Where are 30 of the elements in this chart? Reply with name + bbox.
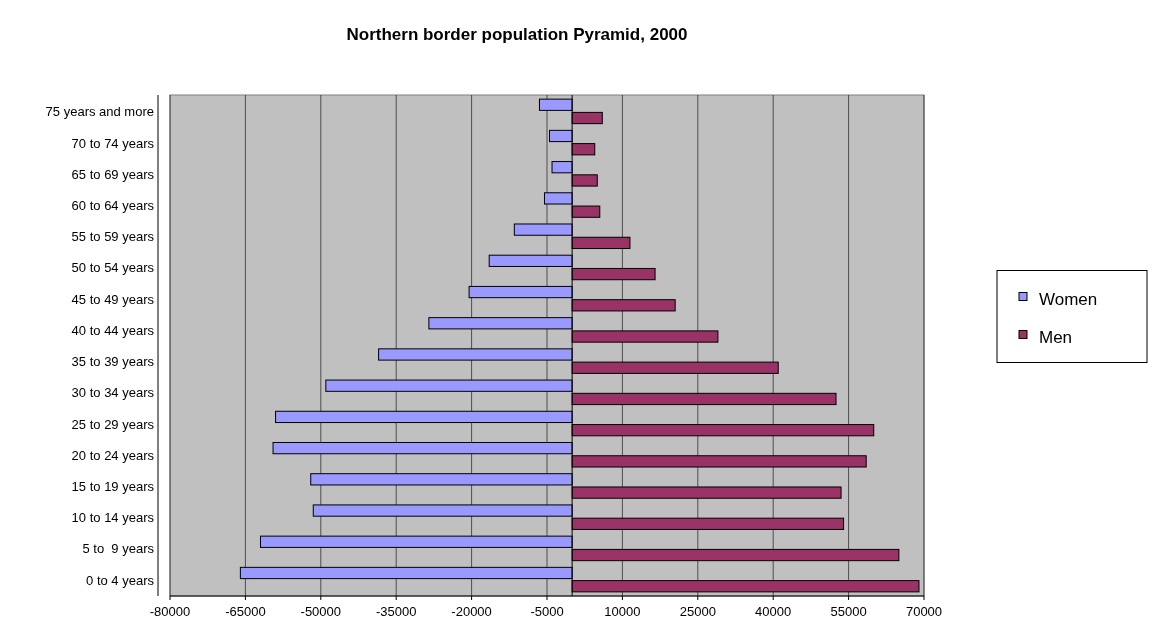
y-tick-label: 75 years and more [45, 104, 154, 120]
y-tick-label: 65 to 69 years [71, 166, 155, 182]
chart-title: Northern border population Pyramid, 2000 [346, 25, 688, 44]
x-tick-label: -65000 [225, 604, 266, 619]
y-tick-label: 10 to 14 years [71, 510, 155, 526]
x-tick-label: 55000 [830, 604, 867, 619]
y-tick-label: 30 to 34 years [71, 385, 155, 401]
x-tick-label: 70000 [905, 604, 943, 619]
x-tick-label: -35000 [375, 604, 417, 619]
y-tick-label: 20 to 24 years [71, 447, 155, 463]
y-tick-label: 40 to 44 years [71, 322, 155, 338]
x-tick-label: -50000 [300, 604, 342, 619]
y-tick-label: 70 to 74 years [71, 135, 155, 151]
y-tick-label: 60 to 64 years [71, 198, 155, 214]
y-tick-label: 15 to 19 years [71, 478, 155, 494]
x-tick-label: 25000 [679, 604, 716, 619]
x-tick-label: 40000 [755, 604, 792, 619]
y-tick-label: 5 to 9 years [82, 541, 155, 557]
legend-label: Men [1039, 327, 1073, 347]
y-tick-label: 45 to 49 years [71, 291, 155, 307]
y-tick-label: 25 to 29 years [71, 416, 155, 432]
x-tick-label: -20000 [451, 604, 492, 619]
x-tick-label: -80000 [149, 604, 191, 619]
legend-label: Women [1039, 289, 1098, 309]
y-tick-label: 50 to 54 years [71, 260, 155, 276]
y-tick-label: 0 to 4 years [86, 572, 155, 588]
y-tick-label: 55 to 59 years [71, 229, 155, 245]
y-tick-label: 35 to 39 years [71, 354, 155, 370]
x-tick-label: 10000 [604, 604, 641, 619]
x-tick-label: -5000 [530, 604, 564, 619]
